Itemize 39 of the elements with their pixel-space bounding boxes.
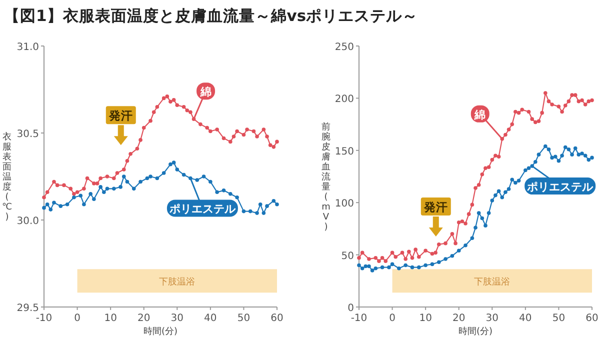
y-tick-label: 29.5 [16, 303, 39, 314]
x-tick-label: 50 [237, 313, 250, 324]
x-tick-label: -10 [36, 313, 52, 324]
x-tick-label: 60 [270, 313, 284, 324]
x-tick-label: 20 [137, 313, 150, 324]
y-tick-label: 150 [334, 146, 354, 158]
series-label: ポリエステル [168, 202, 236, 216]
y-tick-label: 100 [334, 198, 354, 210]
x-tick-label: 20 [452, 313, 466, 324]
x-tick-label: 30 [486, 313, 499, 324]
x-tick-label: 30 [170, 313, 184, 324]
text: 前腕皮膚血流量(mV) [322, 122, 330, 232]
chart-title: 【図1】衣服表面温度と皮膚血流量～綿vsポリエステル～ [4, 6, 418, 25]
y-tick-label: 31.0 [16, 42, 39, 53]
x-axis-title: 時間(分) [143, 326, 178, 337]
text: 衣服表面温度(℃) [2, 132, 12, 222]
y-tick-label: 30.5 [16, 129, 39, 140]
x-tick-label: 0 [389, 313, 396, 324]
text: 綿 [474, 108, 486, 122]
x-tick-label: -10 [350, 313, 368, 324]
y-tick-label: 30.0 [16, 216, 39, 227]
annotation: 発汗 [422, 200, 448, 214]
y-tick-label: 50 [341, 250, 354, 262]
y-tick-label: 200 [334, 94, 354, 106]
series-label: 綿 [199, 86, 212, 99]
x-axis-title: 時間(分) [458, 326, 493, 337]
x-tick-label: 10 [419, 313, 432, 324]
x-tick-label: 50 [552, 313, 566, 324]
x-tick-label: 40 [204, 313, 217, 324]
y-tick-label: 0 [348, 303, 354, 314]
x-tick-label: 10 [104, 313, 117, 324]
series-label: ポリエステル [526, 180, 594, 194]
band-label: 下肢温浴 [474, 276, 510, 288]
band-label: 下肢温浴 [159, 276, 196, 288]
x-tick-label: 40 [519, 313, 532, 324]
x-tick-label: 0 [74, 313, 80, 324]
x-tick-label: 60 [586, 313, 598, 324]
annotation: 発汗 [108, 108, 133, 123]
y-tick-label: 250 [334, 42, 354, 53]
